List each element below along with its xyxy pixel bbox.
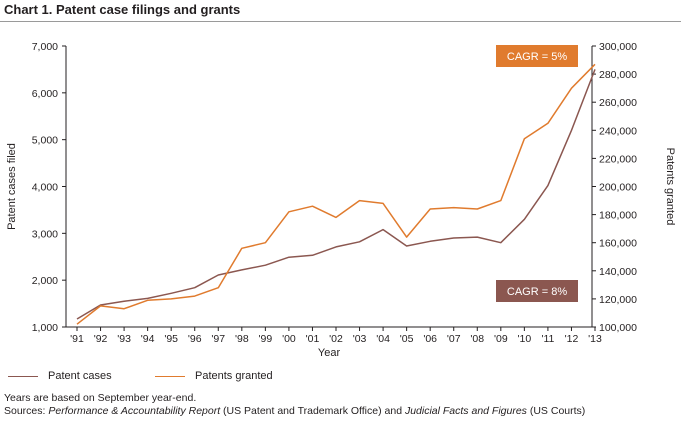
legend-item-patent-cases: Patent cases bbox=[8, 370, 112, 382]
x-tick-label: '94 bbox=[141, 333, 155, 345]
legend-item-patents-granted: Patents granted bbox=[155, 370, 273, 382]
source-1: Performance & Accountability Report bbox=[48, 405, 221, 417]
y-right-tick-label: 280,000 bbox=[599, 69, 637, 81]
y-right-tick-label: 140,000 bbox=[599, 266, 637, 278]
x-tick-label: '10 bbox=[518, 333, 532, 345]
x-tick-label: '96 bbox=[188, 333, 202, 345]
x-tick-label: '02 bbox=[329, 333, 343, 345]
x-axis-title: Year bbox=[318, 347, 341, 359]
y-right-tick-label: 120,000 bbox=[599, 294, 637, 306]
title-divider bbox=[0, 21, 681, 22]
x-tick-label: '08 bbox=[470, 333, 484, 345]
x-tick-label: '13 bbox=[588, 333, 602, 345]
y-right-tick-label: 220,000 bbox=[599, 153, 637, 165]
y-left-axis-title: Patent cases filed bbox=[6, 143, 18, 230]
legend-swatch-patent-cases bbox=[8, 375, 38, 377]
y-left-tick-label: 2,000 bbox=[32, 275, 58, 287]
note-sources: Sources: Performance & Accountability Re… bbox=[4, 405, 586, 417]
x-tick-label: '93 bbox=[117, 333, 131, 345]
cagr-label-patents-granted: CAGR = 5% bbox=[507, 51, 567, 63]
source-2: Judicial Facts and Figures bbox=[404, 405, 527, 417]
chart-axes: 1,000 2,000 3,000 4,000 5,000 6,000 7,000 100,0… bbox=[6, 41, 676, 359]
x-tick-label: '00 bbox=[282, 333, 296, 345]
legend-label-patent-cases: Patent cases bbox=[48, 370, 112, 382]
y-right-axis-title: Patents granted bbox=[664, 148, 676, 226]
chart-notes: Years are based on September year-end. S… bbox=[4, 392, 585, 418]
x-tick-label: '95 bbox=[164, 333, 178, 345]
y-right-tick-label: 160,000 bbox=[599, 238, 637, 250]
y-right-tick-label: 260,000 bbox=[599, 97, 637, 109]
x-tick-label: '07 bbox=[447, 333, 461, 345]
y-right-tick-label: 180,000 bbox=[599, 210, 637, 222]
x-tick-label: '91 bbox=[70, 333, 84, 345]
x-tick-label: '03 bbox=[353, 333, 367, 345]
y-left-tick-label: 1,000 bbox=[32, 322, 58, 334]
x-tick-label: '09 bbox=[494, 333, 508, 345]
x-tick-label: '98 bbox=[235, 333, 249, 345]
x-tick-label: '97 bbox=[211, 333, 225, 345]
x-tick-label: '05 bbox=[400, 333, 414, 345]
y-right-tick-label: 200,000 bbox=[599, 182, 637, 194]
y-right-tick-label: 100,000 bbox=[599, 322, 637, 334]
y-left-tick-label: 3,000 bbox=[32, 228, 58, 240]
x-tick-label: '12 bbox=[565, 333, 579, 345]
note-fiscal-year: Years are based on September year-end. bbox=[4, 392, 197, 404]
series-line-patent-cases bbox=[76, 69, 596, 320]
x-tick-label: '01 bbox=[306, 333, 320, 345]
x-tick-label: '92 bbox=[94, 333, 108, 345]
y-right-tick-label: 240,000 bbox=[599, 125, 637, 137]
x-tick-label: '11 bbox=[541, 333, 554, 345]
y-left-tick-label: 7,000 bbox=[32, 41, 58, 53]
x-tick-label: '06 bbox=[423, 333, 437, 345]
chart-annotations: CAGR = 5% CAGR = 8% bbox=[496, 45, 578, 302]
cagr-badge-patents-granted bbox=[496, 45, 578, 67]
y-right-tick-label: 300,000 bbox=[599, 41, 637, 53]
y-left-tick-label: 5,000 bbox=[32, 135, 58, 147]
y-left-tick-label: 6,000 bbox=[32, 88, 58, 100]
legend-swatch-patents-granted bbox=[155, 375, 185, 377]
x-tick-label: '04 bbox=[376, 333, 390, 345]
chart-series bbox=[76, 63, 596, 325]
series-line-patents-granted bbox=[76, 63, 596, 325]
x-tick-label: '99 bbox=[259, 333, 273, 345]
cagr-label-patent-cases: CAGR = 8% bbox=[507, 286, 567, 298]
line-chart: 1,000 2,000 3,000 4,000 5,000 6,000 7,000 100,0… bbox=[6, 41, 676, 359]
y-left-tick-label: 4,000 bbox=[32, 182, 58, 194]
legend-label-patents-granted: Patents granted bbox=[195, 370, 273, 382]
cagr-badge-patent-cases bbox=[496, 280, 578, 302]
chart-title: Chart 1. Patent case filings and grants bbox=[4, 2, 241, 17]
